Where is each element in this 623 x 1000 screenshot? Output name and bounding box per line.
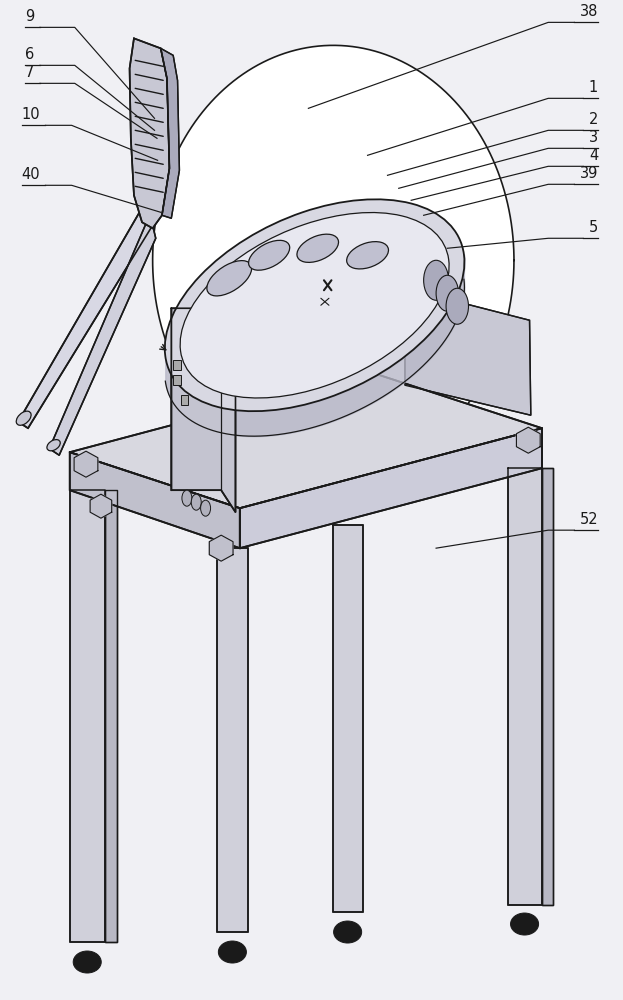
- Circle shape: [191, 494, 201, 510]
- Ellipse shape: [297, 234, 338, 262]
- Ellipse shape: [74, 951, 101, 973]
- Circle shape: [201, 500, 211, 516]
- Ellipse shape: [511, 913, 539, 935]
- Bar: [173, 360, 181, 370]
- Text: 1: 1: [589, 80, 598, 95]
- Polygon shape: [217, 548, 248, 932]
- Polygon shape: [516, 427, 540, 453]
- Ellipse shape: [346, 242, 389, 269]
- Polygon shape: [74, 451, 98, 477]
- Circle shape: [436, 275, 459, 311]
- Polygon shape: [70, 490, 105, 942]
- Ellipse shape: [165, 199, 464, 411]
- Ellipse shape: [334, 921, 361, 943]
- Polygon shape: [171, 308, 235, 512]
- Ellipse shape: [47, 440, 60, 451]
- Polygon shape: [161, 48, 179, 218]
- Polygon shape: [405, 288, 531, 415]
- Polygon shape: [49, 218, 156, 455]
- Circle shape: [182, 490, 192, 506]
- Polygon shape: [70, 372, 542, 508]
- Circle shape: [424, 260, 449, 300]
- Ellipse shape: [207, 261, 252, 296]
- Text: 10: 10: [22, 107, 40, 122]
- Polygon shape: [70, 452, 240, 548]
- Text: 38: 38: [580, 4, 598, 19]
- Text: 7: 7: [25, 65, 34, 80]
- Text: 52: 52: [579, 512, 598, 527]
- Circle shape: [446, 288, 468, 324]
- Polygon shape: [130, 38, 169, 228]
- Polygon shape: [542, 468, 553, 905]
- Ellipse shape: [180, 213, 449, 398]
- Text: 9: 9: [25, 9, 34, 24]
- Polygon shape: [240, 428, 542, 548]
- Polygon shape: [153, 45, 514, 475]
- Ellipse shape: [16, 411, 31, 425]
- Bar: [181, 395, 188, 405]
- Polygon shape: [90, 494, 112, 518]
- Polygon shape: [508, 468, 542, 905]
- Bar: [173, 375, 181, 385]
- Polygon shape: [105, 490, 117, 942]
- Text: 3: 3: [589, 130, 598, 145]
- Text: 2: 2: [589, 112, 598, 127]
- Polygon shape: [209, 535, 233, 561]
- Polygon shape: [19, 200, 155, 428]
- Text: 6: 6: [25, 47, 34, 62]
- Text: 5: 5: [589, 220, 598, 235]
- Text: 4: 4: [589, 148, 598, 163]
- Ellipse shape: [249, 240, 290, 270]
- Text: 40: 40: [22, 167, 40, 182]
- Ellipse shape: [218, 941, 247, 963]
- Text: 39: 39: [580, 166, 598, 181]
- Polygon shape: [333, 525, 363, 912]
